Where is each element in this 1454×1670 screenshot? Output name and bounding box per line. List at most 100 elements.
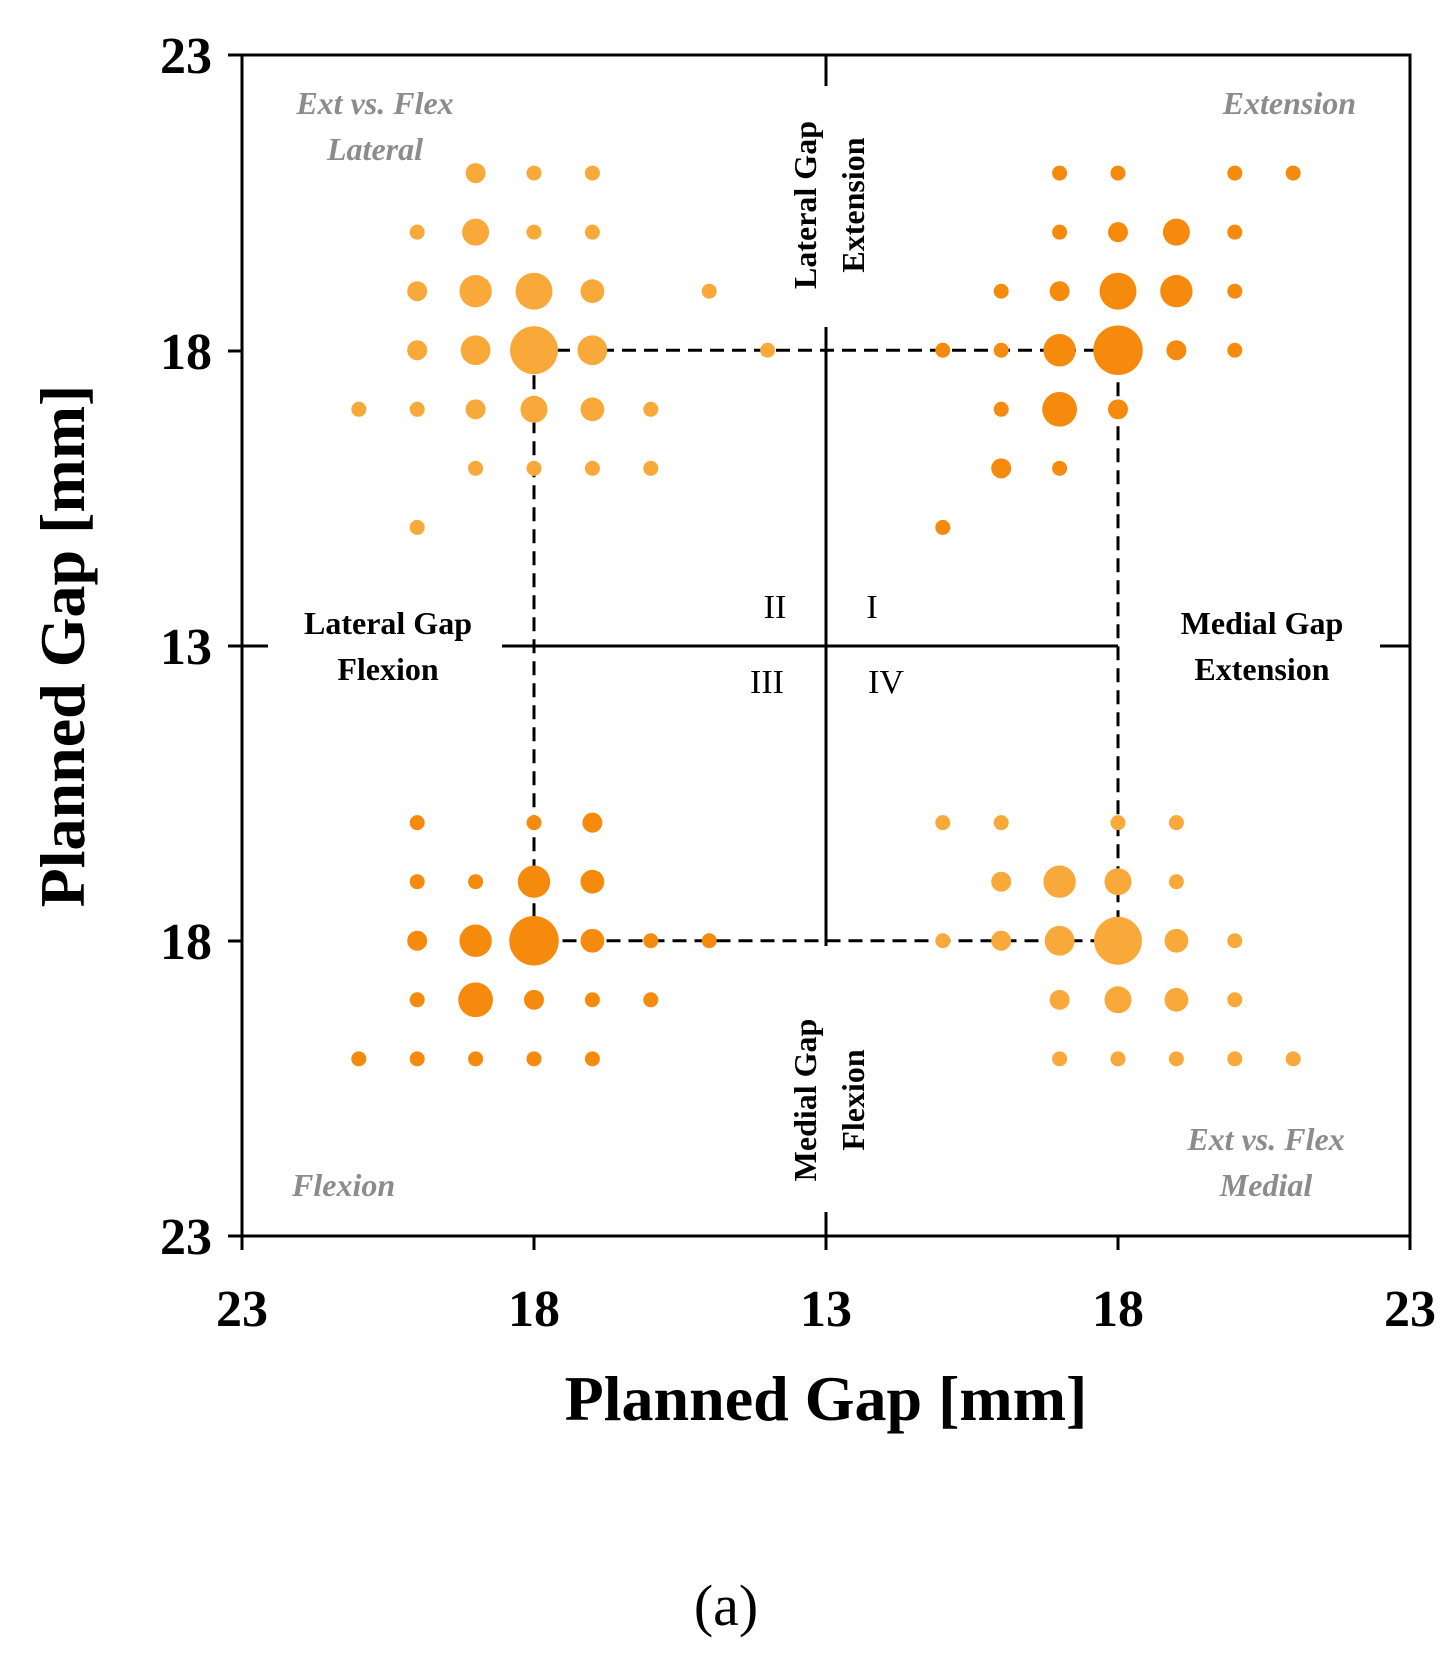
x-tick-label: 23 [1384,1281,1436,1338]
bubble-point [1168,1051,1184,1067]
bottom-edge-label-line2: Flexion [835,1049,871,1151]
bubble-point [509,916,559,966]
bubble-point [1110,1051,1126,1067]
bubble-point [993,401,1009,417]
bubble-point [462,218,490,246]
bubble-point [407,340,428,361]
bubble-point [459,924,492,957]
bubble-point [580,928,605,953]
bubble-point [584,224,600,240]
bubble-point [584,460,600,476]
quadrant-label: IV [868,664,904,701]
bubble-point [515,272,553,310]
bubble-point [526,224,542,240]
bubble-point [643,992,659,1008]
bubble-point [1162,218,1190,246]
bubble-point [460,335,491,366]
x-tick-label: 18 [508,1281,560,1338]
top-edge-label-line2: Extension [835,137,871,272]
bubble-point [1166,340,1187,361]
left-edge-label-line1: Lateral Gap [304,605,472,641]
bubble-point [526,460,542,476]
bottom-edge-label-line1: Medial Gap [787,1019,823,1182]
bubble-point [1108,399,1128,420]
bubble-point [407,281,428,302]
bubble-point [524,989,544,1010]
bubble-point [1044,925,1075,956]
bubble-point [1110,165,1126,181]
bubble-point [465,399,486,420]
figure-caption: (a) [694,1573,758,1638]
bubble-point [1285,165,1301,181]
bubble-point [1052,224,1068,240]
corner-label-top-right: Extension [1222,85,1356,121]
x-tick-label: 23 [216,1281,268,1338]
bubble-point [1227,224,1243,240]
reference-dashed-box [532,348,1120,943]
bubble-point [1164,987,1189,1012]
center-axes [242,55,1410,1236]
bubble-point [465,163,486,184]
bubble-point [409,1051,425,1067]
bubble-point [577,335,608,366]
bubble-point [1052,460,1068,476]
corner-label-bottom-right-line2: Medial [1219,1167,1313,1203]
bubble-point [701,933,717,949]
y-tick-label: 23 [160,28,212,85]
bubble-point [409,815,425,831]
bubble-point [580,279,605,304]
bubble-point [1042,391,1077,427]
bubble-point [351,1051,367,1067]
quadrant-label: III [750,664,784,701]
bubble-point [1052,165,1068,181]
bubble-point [701,283,717,299]
bubble-point [1043,865,1076,898]
x-tick-label: 18 [1092,1281,1144,1338]
corner-label-bottom-right-line1: Ext vs. Flex [1186,1121,1344,1157]
bubble-point [580,869,605,894]
bottom-edge-label: Medial Gap Flexion [787,1019,871,1182]
bubble-point [1108,222,1128,243]
bubble-point [409,401,425,417]
bubble-point [1164,928,1189,953]
bubble-point [1049,989,1070,1010]
bubble-point [468,460,484,476]
top-edge-label: Lateral Gap Extension [787,121,871,289]
quadrant-label: I [866,589,877,626]
right-edge-label-line1: Medial Gap [1181,605,1344,641]
bubble-point [935,342,951,358]
bubble-point [1094,916,1142,965]
bubbles [351,163,1301,1067]
bubble-point [1043,334,1076,367]
bubble-point [407,930,428,951]
bubble-point [510,326,558,375]
bubble-point [409,874,425,890]
bubble-point [1160,275,1193,308]
bubble-point [459,275,492,308]
y-axis-title: Planned Gap [mm] [27,385,98,908]
tick-marks [228,53,1412,1250]
bubble-point [643,401,659,417]
bubble-point [1168,815,1184,831]
bubble-point [1227,992,1243,1008]
bubble-point [1104,868,1132,896]
bubble-point [760,342,776,358]
bubble-point [582,812,603,833]
bubble-point [991,458,1012,479]
bubble-point [351,401,367,417]
bubble-point [1099,272,1137,310]
bubble-point [526,165,542,181]
bubble-point [1110,815,1126,831]
bubble-point [468,874,484,890]
bubble-point [458,982,493,1018]
bubble-point [1227,165,1243,181]
bubble-point [935,815,951,831]
quadrant-label: II [764,589,787,626]
y-tick-label: 18 [160,914,212,971]
y-tick-label: 23 [160,1209,212,1266]
bubble-point [991,930,1012,951]
corner-label-top-left-line2: Lateral [326,131,423,167]
right-edge-label-line2: Extension [1194,651,1329,687]
bubble-point [991,871,1012,892]
